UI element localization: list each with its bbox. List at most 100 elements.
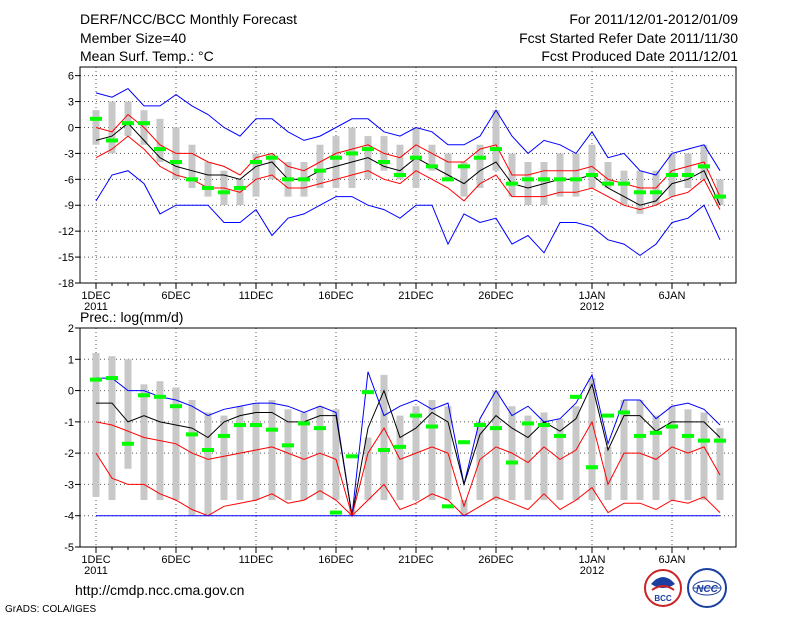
prec-median-mark — [554, 433, 566, 438]
temp-box — [396, 144, 404, 180]
prec-box — [476, 421, 484, 501]
temp-median-mark — [234, 185, 246, 190]
prec-xtick-label: 11DEC — [239, 554, 274, 566]
prec-box — [204, 412, 212, 516]
temp-ytick-label: -12 — [58, 226, 74, 238]
temp-median-mark — [506, 181, 518, 186]
forecast-started-date: Fcst Started Refer Date 2011/11/30 — [519, 30, 738, 46]
temp-median-mark — [426, 164, 438, 169]
prec-box — [620, 399, 628, 501]
prec-xtick-label: 6JAN — [659, 554, 686, 566]
source-url[interactable]: http://cmdp.ncc.cma.gov.cn — [75, 582, 245, 598]
temp-median-mark — [458, 164, 470, 169]
prec-median-mark — [282, 443, 294, 448]
temp-series-max — [95, 87, 721, 176]
temp-box — [252, 153, 260, 197]
prec-median-mark — [586, 465, 598, 470]
temp-median-mark — [330, 155, 342, 160]
temp-median-mark — [90, 116, 102, 121]
temp-median-mark — [634, 190, 646, 195]
prec-median-mark — [138, 393, 150, 398]
temp-box — [572, 153, 580, 197]
temp-box — [476, 144, 484, 188]
prec-panel-title: Prec.: log(mm/d) — [80, 309, 183, 325]
temp-box — [92, 110, 100, 145]
prec-median-mark — [298, 421, 310, 426]
temp-median-mark — [346, 151, 358, 156]
prec-xtick-year: 2011 — [84, 565, 108, 577]
prec-ytick-label: -3 — [64, 479, 74, 491]
temp-median-mark — [650, 190, 662, 195]
prec-median-mark — [378, 448, 390, 453]
temp-median-mark — [138, 121, 150, 126]
temp-median-mark — [410, 155, 422, 160]
temp-median-mark — [538, 177, 550, 182]
prec-box — [636, 399, 644, 501]
member-size-label: Member Size=40 — [80, 30, 187, 46]
temp-box — [492, 110, 500, 171]
prec-median-mark — [714, 438, 726, 443]
prec-box — [540, 412, 548, 501]
temp-median-mark — [394, 173, 406, 177]
prec-box — [700, 412, 708, 501]
prec-box — [604, 446, 612, 501]
temp-series-upper — [95, 113, 721, 197]
temp-box — [460, 162, 468, 197]
temp-xtick-label: 1JAN — [579, 290, 606, 302]
prec-median-mark — [538, 422, 550, 427]
temp-median-mark — [474, 155, 486, 160]
prec-median-mark — [426, 424, 438, 429]
prec-median-mark — [186, 432, 198, 437]
variable-label: Mean Surf. Temp.: °C — [80, 48, 214, 64]
temp-ytick-label: 6 — [68, 71, 74, 83]
temp-median-mark — [522, 177, 534, 182]
temp-xtick-label: 6DEC — [161, 290, 190, 302]
prec-series-mean — [96, 382, 721, 516]
prec-series-lower — [95, 452, 721, 517]
temp-box — [268, 153, 276, 180]
prec-ytick-label: -1 — [64, 417, 74, 429]
temp-median-mark — [186, 177, 198, 182]
prec-median-mark — [490, 426, 502, 431]
temp-median-mark — [698, 164, 710, 169]
temp-median-mark — [602, 181, 614, 186]
prec-median-mark — [330, 510, 342, 515]
temp-median-mark — [106, 138, 118, 143]
temp-median-mark — [282, 177, 294, 182]
temp-series-lower — [95, 135, 721, 211]
temp-box — [124, 101, 132, 137]
temp-ytick-label: 0 — [68, 122, 74, 134]
prec-box — [428, 399, 436, 501]
prec-box — [716, 428, 724, 501]
temp-box — [684, 153, 692, 188]
prec-median-mark — [682, 433, 694, 438]
forecast-produced-date: Fcst Produced Date 2011/12/01 — [541, 48, 738, 64]
temp-box — [524, 162, 532, 206]
prec-box — [668, 406, 676, 501]
temp-median-mark — [378, 160, 390, 165]
temp-median-mark — [170, 160, 182, 165]
prec-box — [140, 384, 148, 501]
temp-ytick-label: -15 — [58, 252, 74, 264]
prec-median-mark — [602, 413, 614, 418]
prec-xtick-label: 6DEC — [161, 554, 190, 566]
chart-title: DERF/NCC/BCC Monthly Forecast — [80, 11, 298, 27]
temp-median-mark — [250, 160, 262, 165]
ncc-logo: NCC — [687, 568, 727, 608]
prec-box — [492, 390, 500, 501]
prec-box — [300, 412, 308, 501]
prec-series-upper — [95, 420, 721, 518]
prec-ytick-label: 1 — [68, 354, 74, 366]
temp-ytick-label: -3 — [64, 148, 74, 160]
prec-median-mark — [250, 422, 262, 427]
forecast-period: For 2011/12/01-2012/01/09 — [569, 11, 738, 27]
temp-xtick-label: 16DEC — [318, 290, 354, 302]
temp-median-mark — [122, 121, 134, 126]
prec-box — [284, 409, 292, 501]
prec-median-mark — [442, 504, 454, 509]
temp-box — [108, 101, 116, 154]
temp-xtick-year: 2011 — [84, 301, 108, 313]
prec-box — [652, 415, 660, 501]
prec-xtick-label: 21DEC — [398, 554, 434, 566]
